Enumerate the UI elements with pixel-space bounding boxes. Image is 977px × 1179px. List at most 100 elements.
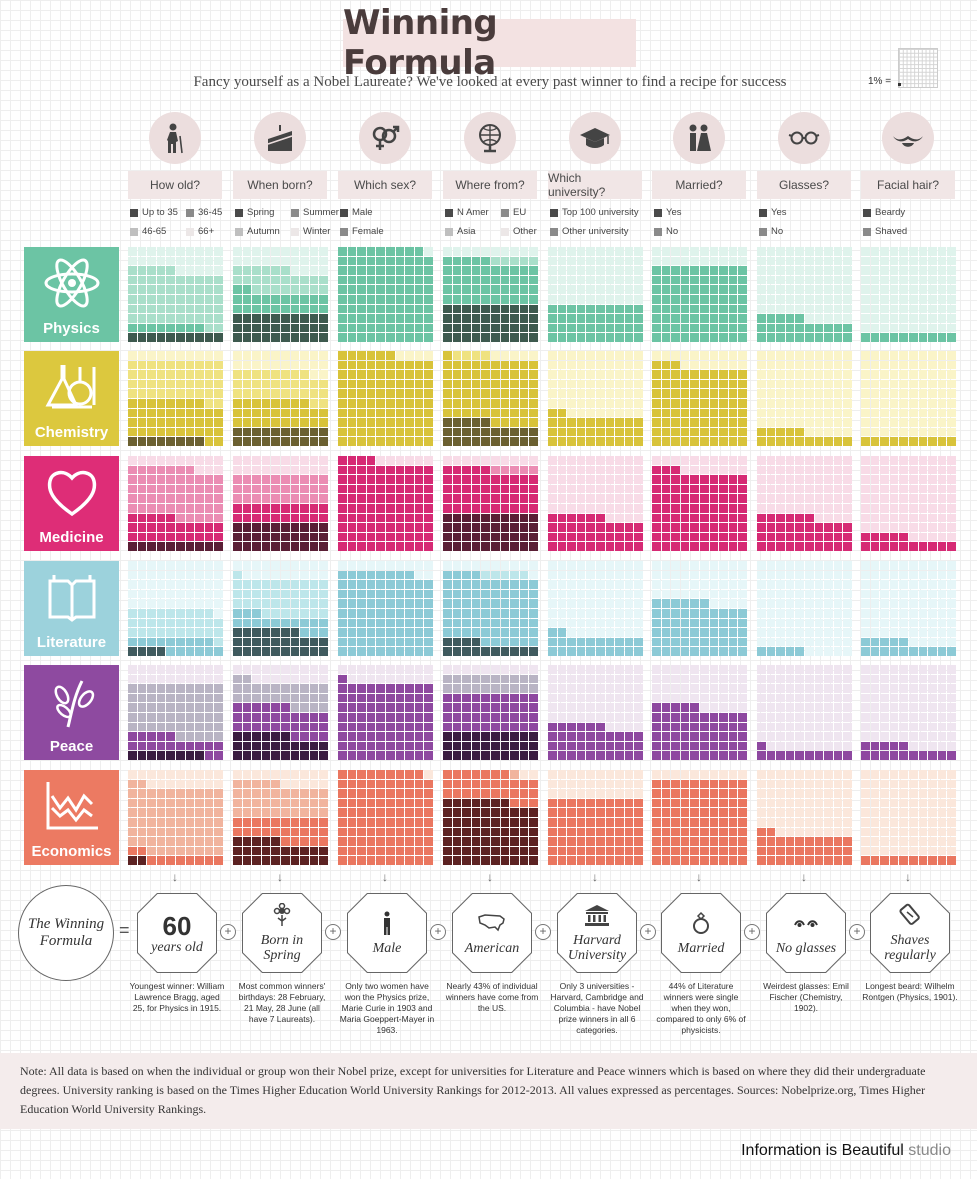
waffle-cell xyxy=(529,304,538,314)
waffle-cell xyxy=(928,437,937,446)
waffle-cell xyxy=(699,465,709,475)
waffle-cell xyxy=(347,379,357,389)
waffle-cell xyxy=(899,570,908,580)
waffle-cell xyxy=(233,618,242,628)
male-person-icon xyxy=(373,911,401,941)
waffle-cell xyxy=(766,247,776,256)
waffle-cell xyxy=(795,637,804,647)
waffle-cell xyxy=(680,599,690,608)
waffle-cell xyxy=(405,314,414,323)
waffle-cell xyxy=(204,751,214,760)
waffle-cell xyxy=(395,580,405,589)
waffle-cell xyxy=(567,285,576,294)
waffle-cell xyxy=(908,751,918,760)
waffle-cell xyxy=(680,732,690,741)
waffle-cell xyxy=(557,798,567,808)
waffle-cell xyxy=(624,722,634,732)
waffle-cell xyxy=(252,779,261,789)
waffle-cell xyxy=(814,798,824,808)
waffle-cell xyxy=(738,684,747,693)
waffle-cell xyxy=(319,837,328,846)
waffle-cell xyxy=(728,266,738,275)
waffle-cell xyxy=(652,370,661,379)
waffle-cell xyxy=(529,589,538,599)
waffle-cell xyxy=(680,285,690,294)
waffle-cell xyxy=(366,751,376,760)
waffle-cell xyxy=(147,360,156,370)
waffle-cell xyxy=(347,637,357,647)
waffle-cell xyxy=(652,256,661,266)
waffle-cell xyxy=(776,703,785,712)
waffle-cell xyxy=(424,523,433,532)
waffle-cell xyxy=(709,513,719,523)
waffle-cell xyxy=(947,798,956,808)
waffle-cell xyxy=(280,503,290,513)
waffle-cell xyxy=(757,532,766,542)
waffle-cell xyxy=(719,712,728,722)
waffle-cell xyxy=(462,503,471,513)
waffle-cell xyxy=(605,580,615,589)
waffle-cell xyxy=(918,484,928,494)
waffle-cell xyxy=(757,484,766,494)
waffle-cell xyxy=(738,589,747,599)
waffle-cell xyxy=(889,732,899,741)
waffle-cell xyxy=(586,693,595,703)
waffle-cell xyxy=(843,285,852,294)
waffle-cell xyxy=(280,846,290,856)
waffle-cell xyxy=(443,523,452,532)
waffle-cell xyxy=(567,465,576,475)
waffle-cell xyxy=(928,532,937,542)
waffle-cell xyxy=(824,456,833,465)
waffle-cell xyxy=(652,637,661,647)
waffle-cell xyxy=(481,779,490,789)
waffle-cell xyxy=(204,770,214,779)
waffle-cell xyxy=(870,628,880,637)
waffle-cell xyxy=(824,684,833,693)
waffle-cell xyxy=(719,751,728,760)
waffle-cell xyxy=(338,314,347,323)
waffle-cell xyxy=(357,808,366,817)
waffle-cell xyxy=(395,817,405,827)
legend-item: Spring xyxy=(235,207,274,218)
waffle-cell xyxy=(271,837,280,846)
waffle-cell xyxy=(261,741,271,751)
waffle-cell xyxy=(634,856,643,865)
waffle-cell xyxy=(548,570,557,580)
waffle-literature-4 xyxy=(443,561,538,656)
waffle-cell xyxy=(338,817,347,827)
waffle-cell xyxy=(481,703,490,712)
legend-label: Asia xyxy=(457,226,476,237)
waffle-cell xyxy=(843,294,852,304)
gender-symbols-icon xyxy=(359,112,411,164)
waffle-cell xyxy=(376,304,385,314)
waffle-cell xyxy=(557,580,567,589)
waffle-cell xyxy=(576,741,586,751)
waffle-cell xyxy=(928,589,937,599)
waffle-cell xyxy=(928,247,937,256)
waffle-cell xyxy=(738,770,747,779)
waffle-cell xyxy=(709,266,719,275)
waffle-cell xyxy=(576,732,586,741)
waffle-economics-8 xyxy=(861,770,956,865)
waffle-cell xyxy=(576,712,586,722)
waffle-cell xyxy=(928,456,937,465)
waffle-cell xyxy=(481,608,490,618)
waffle-cell xyxy=(719,379,728,389)
waffle-cell xyxy=(338,637,347,647)
waffle-cell xyxy=(918,266,928,275)
waffle-cell xyxy=(338,542,347,551)
waffle-cell xyxy=(519,637,529,647)
waffle-cell xyxy=(899,751,908,760)
waffle-cell xyxy=(347,732,357,741)
waffle-cell xyxy=(519,285,529,294)
waffle-cell xyxy=(233,418,242,427)
waffle-cell xyxy=(595,333,605,342)
waffle-cell xyxy=(615,360,624,370)
waffle-cell xyxy=(338,351,347,360)
waffle-cell xyxy=(166,370,175,379)
waffle-cell xyxy=(395,561,405,570)
waffle-cell xyxy=(652,247,661,256)
waffle-cell xyxy=(557,294,567,304)
waffle-cell xyxy=(680,589,690,599)
waffle-cell xyxy=(699,456,709,465)
